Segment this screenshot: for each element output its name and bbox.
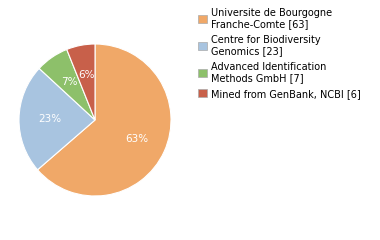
Wedge shape — [19, 68, 95, 170]
Wedge shape — [67, 44, 95, 120]
Legend: Universite de Bourgogne
Franche-Comte [63], Centre for Biodiversity
Genomics [23: Universite de Bourgogne Franche-Comte [6… — [195, 5, 364, 102]
Text: 6%: 6% — [78, 70, 95, 80]
Text: 23%: 23% — [38, 114, 61, 124]
Wedge shape — [38, 44, 171, 196]
Wedge shape — [39, 49, 95, 120]
Text: 63%: 63% — [125, 134, 148, 144]
Text: 7%: 7% — [61, 78, 78, 87]
